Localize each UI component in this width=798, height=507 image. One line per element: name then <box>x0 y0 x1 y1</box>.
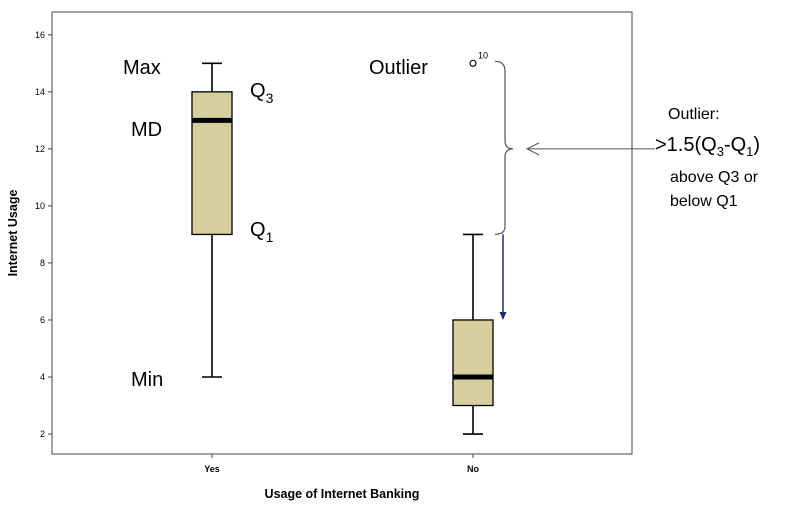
boxes-layer: 10 <box>191 50 494 435</box>
iqr-box <box>452 319 494 407</box>
rule-arrow <box>525 142 655 156</box>
y-tick-label: 6 <box>40 315 45 325</box>
y-tick-label: 2 <box>40 429 45 439</box>
rule-formula: >1.5(Q3-Q1) <box>655 134 760 159</box>
plot-frame <box>51 11 633 455</box>
y-tick-label: 14 <box>35 87 45 97</box>
outlier-id-label: 10 <box>478 50 488 60</box>
outlier-point <box>469 59 477 67</box>
outlier-annotation: Outlier <box>369 57 428 79</box>
outlier-bracket <box>494 60 514 236</box>
q3-annotation: Q3 <box>250 80 274 106</box>
x-axis-title: Usage of Internet Banking <box>265 487 420 501</box>
y-tick-label: 16 <box>35 30 45 40</box>
q1-annotation: Q1 <box>250 219 274 245</box>
max-annotation: Max <box>123 57 161 79</box>
x-axis: Yes No <box>204 454 479 474</box>
y-tick-label: 8 <box>40 258 45 268</box>
x-tick-label: Yes <box>204 464 220 474</box>
y-tick-label: 4 <box>40 372 45 382</box>
md-annotation: MD <box>131 119 162 141</box>
box-no: 10 <box>452 50 494 435</box>
box-yes <box>191 62 233 378</box>
rule-line-2: above Q3 or <box>670 169 759 186</box>
iqr-box <box>191 91 233 236</box>
rule-line-3: below Q1 <box>670 193 738 210</box>
rule-title: Outlier: <box>668 106 720 123</box>
q3-distance-arrow <box>499 234 507 320</box>
y-tick-label: 12 <box>35 144 45 154</box>
y-tick-label: 10 <box>35 201 45 211</box>
y-axis-title: Internet Usage <box>6 190 20 277</box>
y-axis: 2 4 6 8 10 12 14 16 <box>35 30 52 439</box>
min-annotation: Min <box>131 369 163 391</box>
x-tick-label: No <box>467 464 479 474</box>
